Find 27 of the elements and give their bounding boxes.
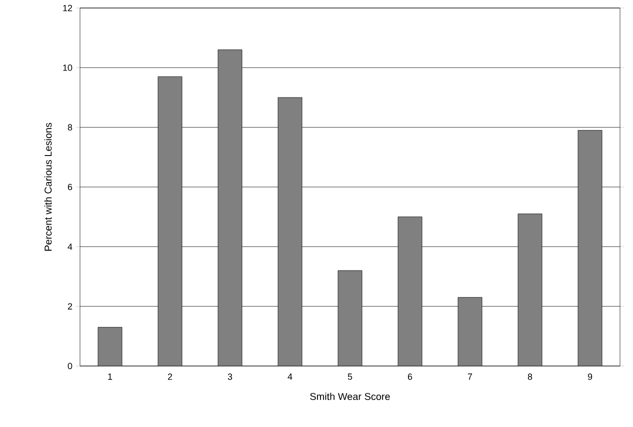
y-tick-label: 10 [63,64,72,71]
x-tick-label: 6 [408,374,412,380]
y-tick-label: 12 [63,4,72,12]
bar [98,327,122,366]
y-tick-label: 8 [68,124,72,131]
x-tick-label: 8 [528,374,532,380]
y-tick-label: 4 [68,244,72,250]
x-tick-label: 7 [468,374,472,380]
bar [338,270,362,366]
x-tick-label: 4 [288,374,292,380]
bar [398,216,422,366]
bar [518,214,542,366]
x-tick-label: 9 [588,374,592,380]
bar [578,130,602,366]
bar [458,297,482,366]
x-tick-label: 2 [168,374,172,380]
bar [278,97,302,366]
x-axis-title: Smith Wear Score [310,392,390,400]
y-axis-title: Percent with Carious Lesions [44,122,52,251]
y-tick-label: 0 [68,362,72,370]
bar [218,50,242,366]
x-tick-label: 1 [108,374,112,380]
x-tick-label: 3 [228,374,232,380]
bar [158,76,182,366]
y-tick-label: 2 [68,303,72,310]
x-tick-label: 5 [348,374,352,380]
y-tick-label: 6 [68,184,72,190]
